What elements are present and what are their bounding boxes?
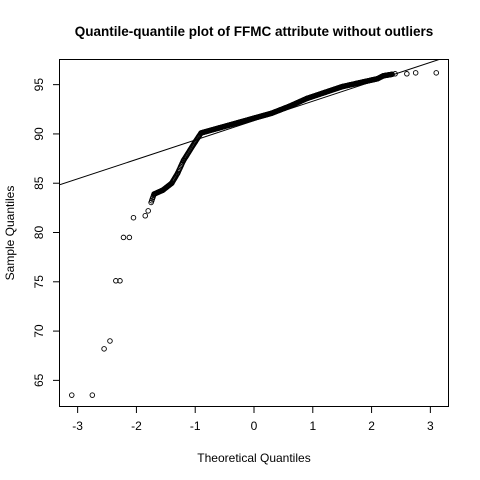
y-tick-label: 70	[32, 324, 46, 338]
x-tick-label: -1	[190, 419, 201, 433]
y-tick-label: 95	[32, 78, 46, 92]
x-axis: -3 -2 -1 0 1 2 3	[72, 406, 434, 433]
data-point	[117, 278, 123, 284]
x-tick-label: 1	[309, 419, 316, 433]
data-point	[101, 346, 107, 352]
data-point	[69, 392, 75, 398]
data-point	[113, 278, 119, 284]
y-tick-label: 90	[32, 127, 46, 141]
y-tick-label: 75	[32, 275, 46, 289]
data-point	[433, 70, 439, 76]
data-point	[130, 214, 137, 221]
data-point	[89, 392, 96, 398]
x-tick-label: -2	[131, 419, 142, 433]
y-axis-label: Sample Quantiles	[3, 186, 17, 281]
data-point	[126, 234, 133, 241]
x-tick-label: 0	[251, 419, 258, 433]
chart-title: Quantile-quantile plot of FFMC attribute…	[75, 24, 433, 39]
qq-reference-line	[60, 60, 440, 186]
data-point	[120, 234, 127, 241]
data-points	[69, 70, 439, 398]
x-tick-label: 3	[427, 419, 434, 433]
x-tick-label: -3	[72, 419, 83, 433]
y-tick-label: 65	[32, 373, 46, 387]
x-axis-label: Theoretical Quantiles	[197, 451, 310, 465]
y-axis: 65 70 75 80 85 90 95	[32, 78, 60, 387]
data-point	[142, 212, 148, 219]
data-point	[145, 208, 151, 214]
y-tick-label: 80	[32, 226, 46, 240]
y-tick-label: 85	[32, 176, 46, 190]
data-point	[404, 71, 410, 77]
data-point	[107, 338, 113, 344]
x-tick-label: 2	[368, 419, 375, 433]
data-point	[412, 70, 419, 76]
